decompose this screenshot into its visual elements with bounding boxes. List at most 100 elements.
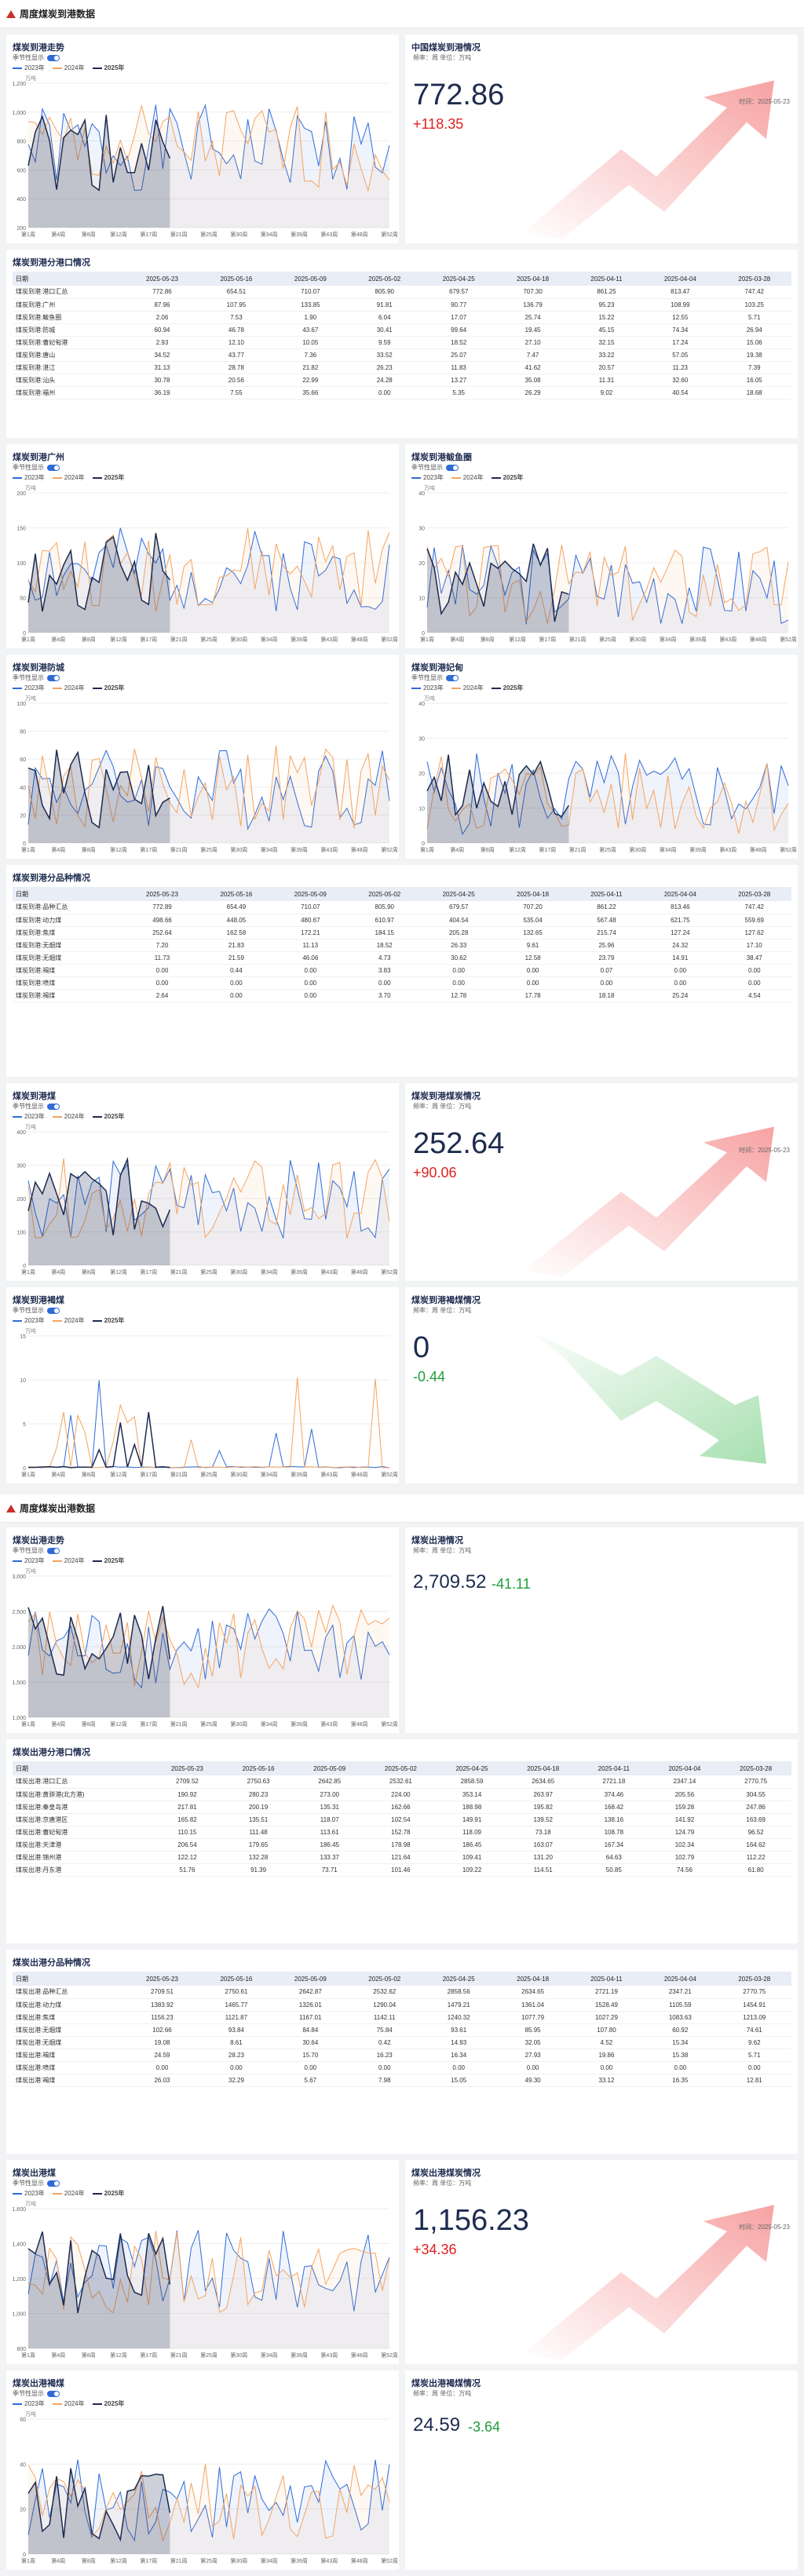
- column-header[interactable]: 2025-04-04: [643, 272, 718, 286]
- column-header[interactable]: 2025-05-02: [365, 1761, 437, 1775]
- column-header[interactable]: 2025-05-09: [273, 887, 348, 901]
- row-label: 煤炭出港:秦皇岛港: [13, 1801, 152, 1814]
- legend-item[interactable]: 2023年: [411, 473, 444, 482]
- legend-item[interactable]: 2024年: [451, 684, 484, 692]
- legend-item[interactable]: 2024年: [52, 473, 85, 482]
- unit-label: 万吨: [25, 695, 36, 702]
- toggle-switch[interactable]: [47, 674, 60, 681]
- x-tick-label: 第4周: [51, 231, 65, 238]
- column-header[interactable]: 2025-04-18: [495, 272, 570, 286]
- legend-item[interactable]: 2024年: [52, 2399, 85, 2408]
- seasonal-toggle[interactable]: 季节性显示: [13, 2179, 60, 2187]
- column-header[interactable]: 日期: [13, 887, 126, 901]
- column-header[interactable]: 2025-05-09: [294, 1761, 366, 1775]
- column-header[interactable]: 2025-04-11: [579, 1761, 649, 1775]
- column-header[interactable]: 2025-05-23: [125, 1972, 199, 1986]
- table-cell: 0.00: [273, 976, 348, 990]
- column-header[interactable]: 2025-04-04: [649, 1761, 721, 1775]
- legend-item[interactable]: 2025年: [92, 2189, 124, 2198]
- legend-item[interactable]: 2023年: [13, 2189, 45, 2198]
- column-header[interactable]: 2025-04-11: [569, 887, 644, 901]
- column-header[interactable]: 2025-04-25: [421, 887, 496, 901]
- seasonal-toggle[interactable]: 季节性显示: [13, 2389, 60, 2398]
- legend-item[interactable]: 2025年: [92, 1316, 124, 1325]
- column-header[interactable]: 2025-03-28: [717, 887, 791, 901]
- toggle-switch[interactable]: [47, 1547, 60, 1554]
- legend-item[interactable]: 2024年: [52, 1316, 85, 1325]
- legend-item[interactable]: 2023年: [13, 1556, 45, 1565]
- legend-item[interactable]: 2025年: [92, 64, 124, 72]
- toggle-switch[interactable]: [446, 674, 459, 681]
- table-cell: 74.34: [643, 323, 718, 337]
- column-header[interactable]: 日期: [13, 272, 126, 286]
- seasonal-toggle[interactable]: 季节性显示: [13, 1306, 60, 1315]
- column-header[interactable]: 2025-03-28: [717, 272, 791, 286]
- column-header[interactable]: 2025-03-28: [717, 1972, 791, 1986]
- table-cell: 0.00: [273, 2061, 348, 2074]
- legend-item[interactable]: 2023年: [13, 473, 45, 482]
- seasonal-toggle[interactable]: 季节性显示: [13, 1546, 60, 1555]
- column-header[interactable]: 2025-04-11: [569, 1972, 644, 1986]
- column-header[interactable]: 2025-05-09: [273, 1972, 348, 1986]
- toggle-switch[interactable]: [47, 1307, 60, 1314]
- column-header[interactable]: 2025-04-04: [643, 887, 718, 901]
- legend-item[interactable]: 2024年: [52, 64, 85, 72]
- legend-item[interactable]: 2024年: [52, 684, 85, 692]
- column-header[interactable]: 2025-04-18: [507, 1761, 579, 1775]
- column-header[interactable]: 2025-05-23: [152, 1761, 223, 1775]
- legend-item[interactable]: 2025年: [92, 2399, 124, 2408]
- column-header[interactable]: 2025-04-18: [495, 887, 570, 901]
- column-header[interactable]: 2025-05-16: [199, 272, 274, 286]
- toggle-switch[interactable]: [47, 464, 60, 471]
- column-header[interactable]: 2025-05-02: [347, 887, 422, 901]
- seasonal-toggle[interactable]: 季节性显示: [13, 53, 60, 62]
- legend-item[interactable]: 2025年: [92, 1556, 124, 1565]
- seasonal-toggle[interactable]: 季节性显示: [411, 463, 459, 472]
- column-header[interactable]: 2025-05-02: [347, 1972, 422, 1986]
- legend-item[interactable]: 2024年: [52, 2189, 85, 2198]
- legend-item[interactable]: 2023年: [13, 64, 45, 72]
- legend-item[interactable]: 2024年: [451, 473, 484, 482]
- toggle-switch[interactable]: [47, 54, 60, 61]
- table-cell: 0.00: [125, 964, 199, 977]
- column-header[interactable]: 2025-03-28: [720, 1761, 791, 1775]
- seasonal-toggle[interactable]: 季节性显示: [13, 1102, 60, 1111]
- column-header[interactable]: 2025-05-09: [273, 272, 348, 286]
- column-header[interactable]: 2025-05-23: [125, 887, 199, 901]
- table-cell: 31.13: [125, 361, 199, 374]
- column-header[interactable]: 2025-04-25: [421, 1972, 496, 1986]
- legend-item[interactable]: 2024年: [52, 1112, 85, 1121]
- column-header[interactable]: 日期: [13, 1761, 152, 1775]
- toggle-switch[interactable]: [47, 2390, 60, 2397]
- column-header[interactable]: 2025-04-04: [643, 1972, 718, 1986]
- legend-item[interactable]: 2023年: [13, 1112, 45, 1121]
- legend-item[interactable]: 2025年: [491, 473, 523, 482]
- column-header[interactable]: 2025-04-11: [569, 272, 644, 286]
- legend-item[interactable]: 2023年: [411, 684, 444, 692]
- column-header[interactable]: 2025-05-16: [199, 887, 274, 901]
- legend-item[interactable]: 2023年: [13, 2399, 45, 2408]
- series-line-2025: [426, 754, 570, 818]
- column-header[interactable]: 2025-04-25: [436, 1761, 508, 1775]
- toggle-switch[interactable]: [47, 2180, 60, 2187]
- legend-item[interactable]: 2025年: [92, 473, 124, 482]
- column-header[interactable]: 2025-05-23: [125, 272, 199, 286]
- column-header[interactable]: 2025-04-25: [421, 272, 496, 286]
- column-header[interactable]: 2025-05-16: [199, 1972, 274, 1986]
- column-header[interactable]: 日期: [13, 1972, 126, 1986]
- toggle-switch[interactable]: [446, 464, 459, 471]
- seasonal-toggle[interactable]: 季节性显示: [13, 673, 60, 682]
- legend-item[interactable]: 2025年: [92, 1112, 124, 1121]
- legend-item[interactable]: 2023年: [13, 1316, 45, 1325]
- toggle-switch[interactable]: [47, 1103, 60, 1110]
- column-header[interactable]: 2025-05-16: [222, 1761, 294, 1775]
- legend-item[interactable]: 2025年: [92, 684, 124, 692]
- legend-item[interactable]: 2025年: [491, 684, 523, 692]
- seasonal-toggle[interactable]: 季节性显示: [13, 463, 60, 472]
- column-header[interactable]: 2025-05-02: [347, 272, 422, 286]
- table-cell: 32.29: [199, 2074, 274, 2087]
- legend-item[interactable]: 2024年: [52, 1556, 85, 1565]
- column-header[interactable]: 2025-04-18: [495, 1972, 570, 1986]
- seasonal-toggle[interactable]: 季节性显示: [411, 673, 459, 682]
- legend-item[interactable]: 2023年: [13, 684, 45, 692]
